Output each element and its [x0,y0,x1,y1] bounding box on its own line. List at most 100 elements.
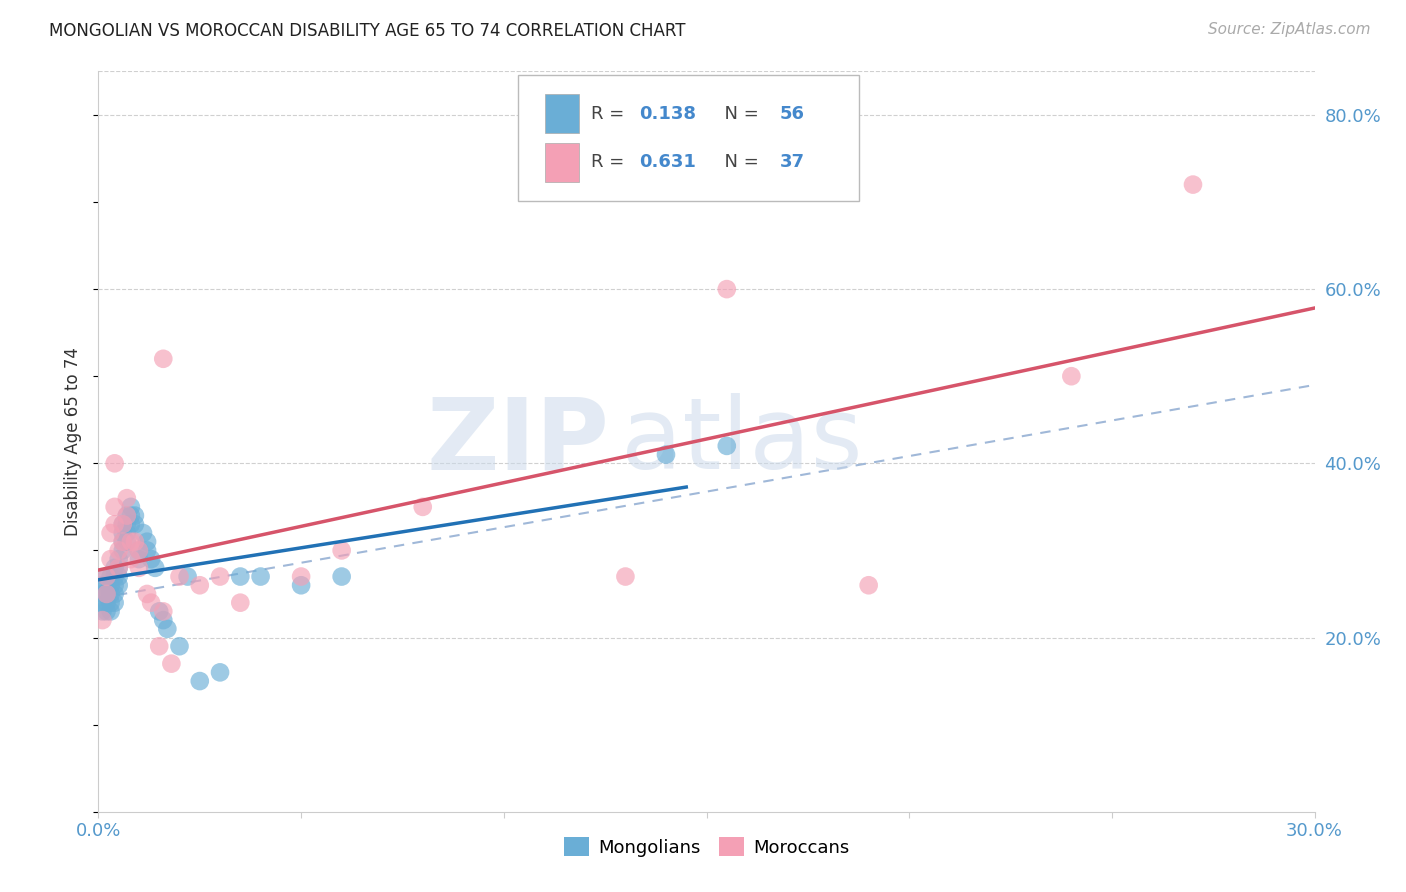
Point [148,639,170,653]
FancyBboxPatch shape [517,75,859,201]
Point [107,561,129,575]
Point [107,578,129,592]
Point [128,543,150,558]
Point [120,517,142,532]
Point [111,517,134,532]
Legend: Mongolians, Moroccans: Mongolians, Moroccans [555,828,858,865]
Point [188,578,211,592]
Point [91,596,114,610]
Text: R =: R = [591,153,630,171]
Point [115,517,138,532]
Point [120,534,142,549]
Point [100,526,122,541]
Point [655,448,678,462]
Point [412,500,434,514]
Point [100,604,122,618]
Point [120,552,142,566]
Point [229,569,252,583]
Point [128,543,150,558]
Point [209,665,232,680]
Point [104,596,127,610]
Point [104,569,127,583]
Text: atlas: atlas [621,393,863,490]
Point [96,604,118,618]
Point [139,552,162,566]
Point [229,596,252,610]
Point [128,552,150,566]
Point [132,526,155,541]
Point [716,282,738,296]
Point [104,456,127,470]
Point [120,508,142,523]
Point [156,622,179,636]
Point [96,569,118,583]
Point [91,613,114,627]
Point [107,569,129,583]
Point [91,578,114,592]
Point [136,543,159,558]
Point [143,561,166,575]
Text: 37: 37 [779,153,804,171]
Point [290,569,312,583]
Point [96,596,118,610]
Point [188,674,211,689]
Point [104,500,127,514]
Point [104,561,127,575]
Point [858,578,880,592]
Point [115,491,138,505]
Text: 0.631: 0.631 [640,153,696,171]
Point [107,552,129,566]
Text: ZIP: ZIP [426,393,609,490]
Point [91,604,114,618]
Point [330,543,353,558]
Point [96,587,118,601]
FancyBboxPatch shape [544,95,579,133]
Point [120,500,142,514]
Point [1182,178,1205,192]
Point [107,543,129,558]
Point [96,569,118,583]
Text: Source: ZipAtlas.com: Source: ZipAtlas.com [1208,22,1371,37]
Point [139,596,162,610]
Point [115,508,138,523]
Point [160,657,183,671]
Point [169,639,191,653]
Point [1060,369,1083,384]
Point [330,569,353,583]
Point [124,508,146,523]
Point [152,613,174,627]
Point [128,561,150,575]
Text: N =: N = [713,104,763,122]
Point [115,508,138,523]
Point [104,578,127,592]
Text: N =: N = [713,153,763,171]
Point [152,351,174,366]
Point [209,569,232,583]
Point [111,534,134,549]
Point [100,552,122,566]
FancyBboxPatch shape [544,143,579,182]
Point [107,561,129,575]
Point [124,534,146,549]
Text: 56: 56 [779,104,804,122]
Point [111,517,134,532]
Point [111,534,134,549]
Point [136,587,159,601]
Point [91,587,114,601]
Point [148,604,170,618]
Point [100,578,122,592]
Point [104,587,127,601]
Point [104,517,127,532]
Point [716,439,738,453]
Point [96,578,118,592]
Point [115,534,138,549]
Point [96,587,118,601]
Point [115,526,138,541]
Point [124,517,146,532]
Point [136,534,159,549]
Point [111,526,134,541]
Point [249,569,271,583]
Y-axis label: Disability Age 65 to 74: Disability Age 65 to 74 [65,347,83,536]
Point [111,543,134,558]
Point [152,604,174,618]
